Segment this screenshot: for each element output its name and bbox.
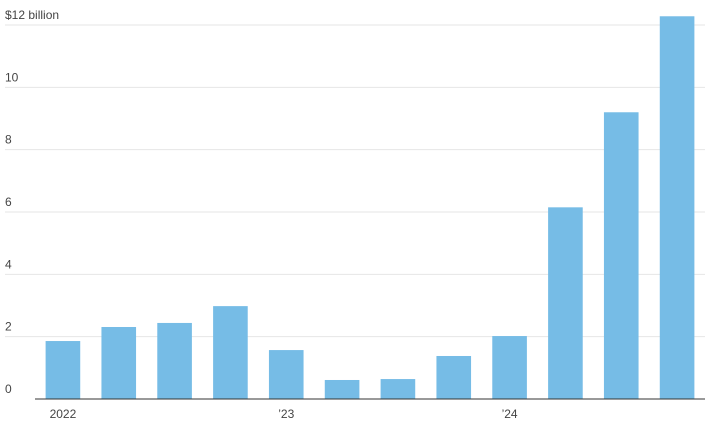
x-tick-label: ’23 xyxy=(278,407,294,421)
y-tick-label: 8 xyxy=(5,133,12,147)
y-tick-label: 6 xyxy=(5,195,12,209)
bar xyxy=(101,327,137,399)
y-tick-label: 10 xyxy=(5,70,19,84)
y-tick-label: $12 billion xyxy=(5,8,59,22)
bar xyxy=(157,322,192,399)
bar xyxy=(436,355,472,399)
y-tick-label: 4 xyxy=(5,257,12,271)
x-tick-label: ’24 xyxy=(502,407,518,421)
bar xyxy=(213,306,248,399)
bar xyxy=(603,112,639,400)
y-tick-label: 0 xyxy=(5,382,12,396)
bar xyxy=(324,379,360,399)
bar xyxy=(380,379,416,399)
bar xyxy=(492,336,527,399)
bar xyxy=(268,350,304,399)
y-tick-label: 2 xyxy=(5,320,12,334)
bar xyxy=(45,341,81,399)
x-tick-label: 2022 xyxy=(50,407,77,421)
bar xyxy=(548,207,583,399)
bar xyxy=(659,16,695,399)
